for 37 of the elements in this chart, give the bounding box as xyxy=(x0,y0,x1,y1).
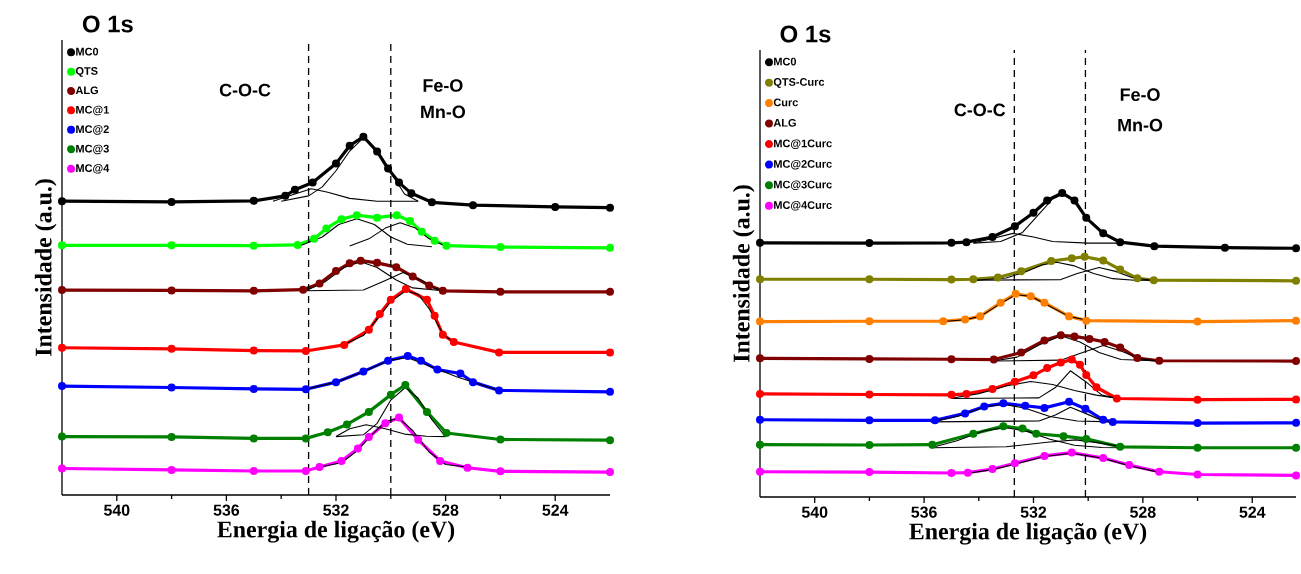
x-axis-title: Energia de ligação (eV) xyxy=(217,520,455,543)
x-tick-label: 536 xyxy=(911,506,937,518)
legend-label: ALG xyxy=(75,86,98,95)
x-tick-label: 524 xyxy=(542,504,569,516)
legend-label: MC@2 xyxy=(76,125,109,135)
text: C-O-C xyxy=(219,83,271,97)
text: C-O-C xyxy=(954,103,1006,117)
x-tick-label: 528 xyxy=(432,504,459,516)
chart-title: O 1s xyxy=(82,15,133,33)
y-axis-title: Intensidade (a.u.) xyxy=(732,185,755,363)
legend-label: Curc xyxy=(773,98,798,107)
legend-label: QTS-Curc xyxy=(773,78,825,88)
legend-label: MC0 xyxy=(76,47,99,56)
text: Fe-O xyxy=(423,79,463,92)
legend-label: MC@3 xyxy=(76,144,109,155)
x-tick-label: 540 xyxy=(801,506,828,518)
x-tick-label: 532 xyxy=(1020,506,1047,518)
x-tick-label: 536 xyxy=(213,504,240,516)
x-tick-label: 532 xyxy=(323,504,349,516)
legend-label: MC@2Curc xyxy=(774,159,832,170)
x-tick-label: 524 xyxy=(1239,506,1266,518)
legend-label: ALG xyxy=(773,118,796,127)
legend-label: MC@4Curc xyxy=(774,201,832,211)
legend-label: MC@1 xyxy=(76,105,109,116)
x-axis-title: Energia de ligação (eV) xyxy=(909,522,1147,545)
text: Fe-O xyxy=(1120,88,1160,102)
legend-label: MC0 xyxy=(774,57,797,66)
x-tick-label: 528 xyxy=(1130,506,1156,518)
legend-label: QTS xyxy=(75,67,98,77)
x-tick-label: 540 xyxy=(103,504,130,516)
legend-label: MC@4 xyxy=(76,164,110,174)
legend-label: MC@1Curc xyxy=(774,139,832,149)
y-axis-title: Intensidade (a.u.) xyxy=(34,179,57,357)
chart-title: O 1s xyxy=(780,25,831,43)
text: Mn-O xyxy=(1118,118,1163,132)
text: Mn-O xyxy=(421,105,466,119)
legend-label: MC@3Curc xyxy=(774,180,832,191)
